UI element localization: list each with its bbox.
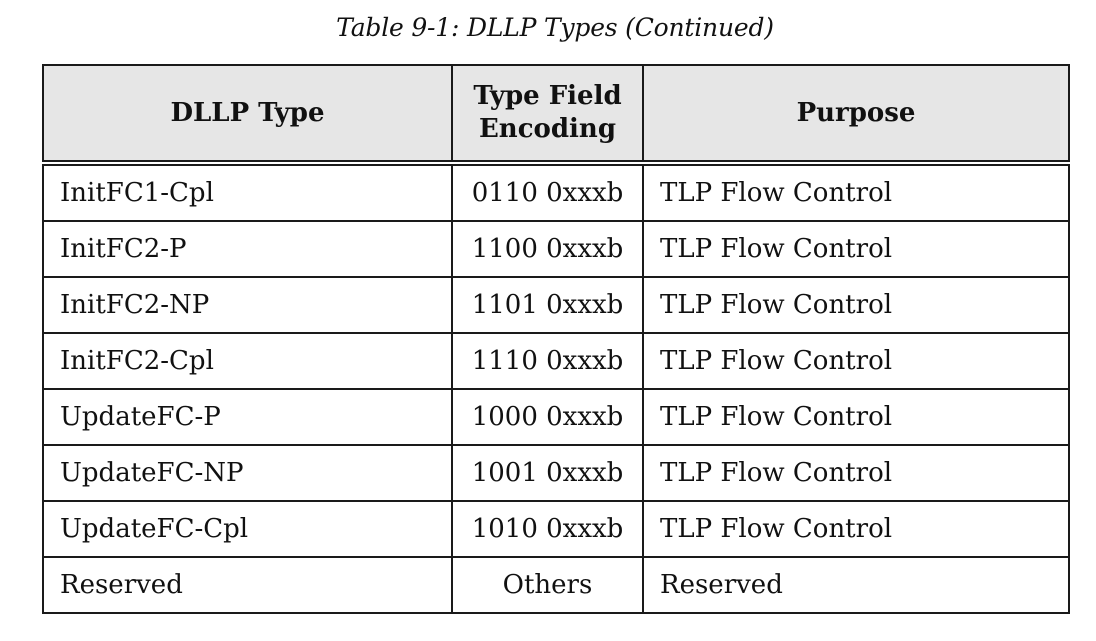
header-row: DLLP Type Type Field Encoding Purpose <box>42 64 1070 166</box>
table-row: InitFC1-Cpl 0110 0xxxb TLP Flow Control <box>42 162 1070 222</box>
cell-dllp-type: InitFC2-P <box>42 220 453 278</box>
cell-purpose: TLP Flow Control <box>642 276 1070 334</box>
cell-dllp-type: UpdateFC-Cpl <box>42 500 453 558</box>
table-row: UpdateFC-NP 1001 0xxxb TLP Flow Control <box>42 444 1070 502</box>
cell-encoding: 1000 0xxxb <box>451 388 644 446</box>
cell-purpose: TLP Flow Control <box>642 388 1070 446</box>
cell-encoding: 1101 0xxxb <box>451 276 644 334</box>
header-dllp-type: DLLP Type <box>42 64 453 166</box>
dllp-types-table: DLLP Type Type Field Encoding Purpose In… <box>42 64 1070 614</box>
cell-dllp-type: Reserved <box>42 556 453 614</box>
cell-encoding: Others <box>451 556 644 614</box>
cell-purpose: TLP Flow Control <box>642 332 1070 390</box>
table-row: InitFC2-Cpl 1110 0xxxb TLP Flow Control <box>42 332 1070 390</box>
header-purpose: Purpose <box>642 64 1070 166</box>
cell-encoding: 1001 0xxxb <box>451 444 644 502</box>
header-encoding-line1: Type Field <box>473 81 622 111</box>
cell-encoding: 1100 0xxxb <box>451 220 644 278</box>
cell-encoding: 1110 0xxxb <box>451 332 644 390</box>
header-encoding-line2: Encoding <box>478 114 617 144</box>
cell-dllp-type: UpdateFC-NP <box>42 444 453 502</box>
cell-purpose: TLP Flow Control <box>642 162 1070 222</box>
table-row: InitFC2-NP 1101 0xxxb TLP Flow Control <box>42 276 1070 334</box>
cell-dllp-type: UpdateFC-P <box>42 388 453 446</box>
cell-encoding: 0110 0xxxb <box>451 162 644 222</box>
table-row: Reserved Others Reserved <box>42 556 1070 614</box>
table-caption: Table 9-1: DLLP Types (Continued) <box>336 13 774 42</box>
cell-dllp-type: InitFC1-Cpl <box>42 162 453 222</box>
cell-purpose: TLP Flow Control <box>642 444 1070 502</box>
cell-purpose: Reserved <box>642 556 1070 614</box>
cell-dllp-type: InitFC2-NP <box>42 276 453 334</box>
table-header: DLLP Type Type Field Encoding Purpose <box>42 64 1070 166</box>
table-row: UpdateFC-P 1000 0xxxb TLP Flow Control <box>42 388 1070 446</box>
table-body: InitFC1-Cpl 0110 0xxxb TLP Flow Control … <box>42 162 1070 614</box>
table-row: InitFC2-P 1100 0xxxb TLP Flow Control <box>42 220 1070 278</box>
cell-encoding: 1010 0xxxb <box>451 500 644 558</box>
table-row: UpdateFC-Cpl 1010 0xxxb TLP Flow Control <box>42 500 1070 558</box>
cell-purpose: TLP Flow Control <box>642 220 1070 278</box>
header-type-field-encoding: Type Field Encoding <box>451 64 644 166</box>
cell-purpose: TLP Flow Control <box>642 500 1070 558</box>
cell-dllp-type: InitFC2-Cpl <box>42 332 453 390</box>
